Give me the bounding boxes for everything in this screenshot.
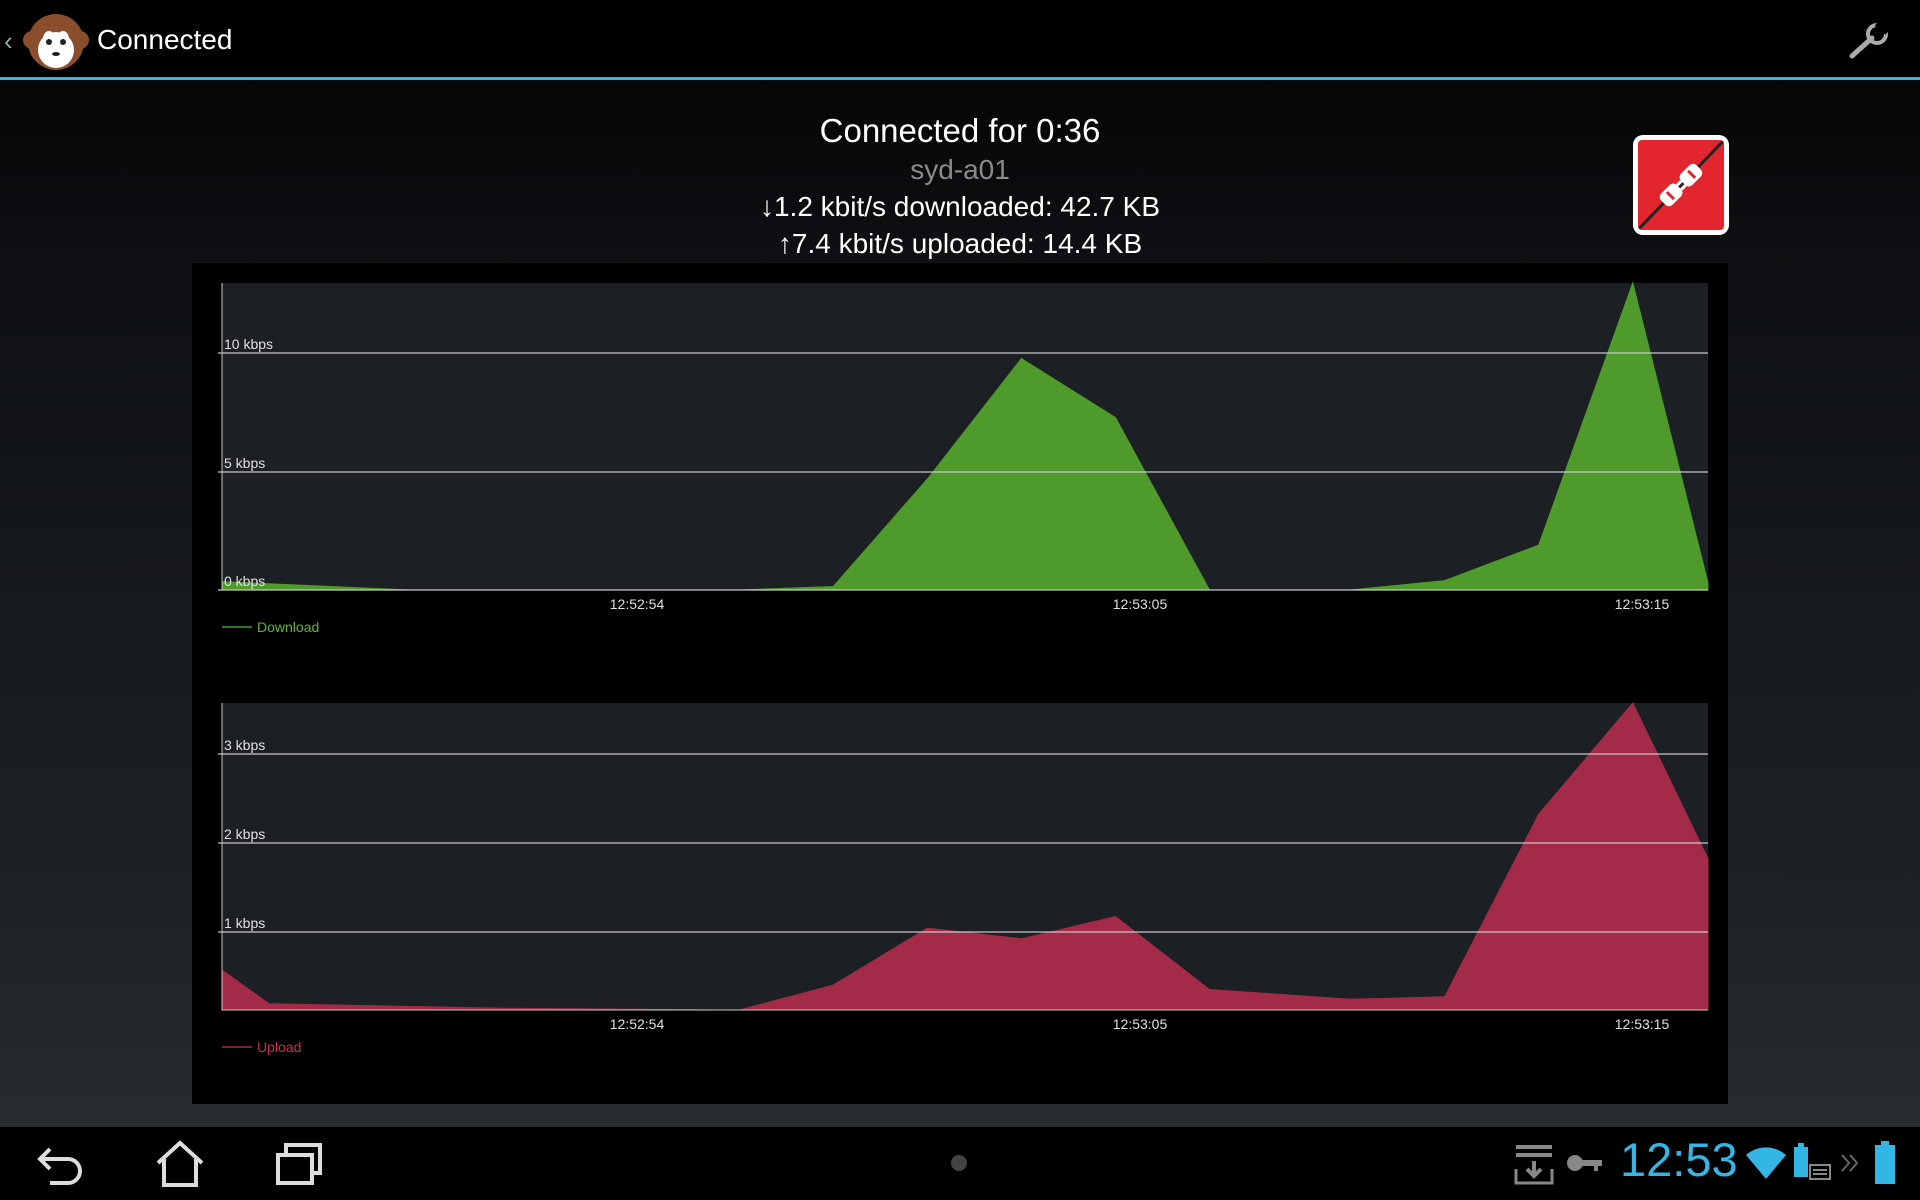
x-tick-label: 12:53:15 — [1615, 1016, 1670, 1032]
y-tick-label: 5 kbps — [224, 455, 265, 471]
unplug-icon — [1638, 140, 1724, 230]
server-name: syd-a01 — [910, 154, 1010, 185]
y-tick-label: 10 kbps — [224, 336, 273, 352]
vpn-key-icon[interactable] — [1566, 1151, 1604, 1175]
chevron-double-right-icon[interactable] — [1840, 1153, 1860, 1173]
x-tick-label: 12:53:05 — [1113, 1016, 1168, 1032]
y-tick-label: 3 kbps — [224, 737, 265, 753]
download-icon[interactable] — [1514, 1143, 1554, 1185]
x-tick-label: 12:53:05 — [1113, 596, 1168, 612]
home-icon[interactable] — [150, 1139, 210, 1189]
chevron-left-icon[interactable]: ‹ — [4, 26, 13, 56]
battery-icon[interactable] — [1874, 1141, 1896, 1185]
disconnect-button[interactable] — [1633, 135, 1729, 235]
wifi-icon[interactable] — [1745, 1145, 1787, 1181]
page-title: Connected — [97, 24, 233, 55]
x-tick-label: 12:52:54 — [610, 1016, 665, 1032]
back-arrow-icon[interactable] — [32, 1139, 92, 1189]
download-stats: ↓1.2 kbit/s downloaded: 42.7 KB — [759, 191, 1161, 222]
home-indicator — [951, 1155, 967, 1171]
connection-status: Connected for 0:36 syd-a01 ↓1.2 kbit/s d… — [0, 110, 1920, 262]
wrench-icon[interactable] — [1846, 22, 1890, 60]
y-tick-label: 0 kbps — [224, 573, 265, 589]
y-tick-label: 1 kbps — [224, 915, 265, 931]
clock[interactable]: 12:53 — [1620, 1133, 1738, 1186]
traffic-charts-panel: 0 kbps 5 kbps 10 kbps 12:52:54 12:53:05 12:53… — [192, 263, 1728, 1104]
legend-label: Upload — [257, 1039, 301, 1055]
connected-duration: Connected for 0:36 — [819, 112, 1101, 149]
upload-stats: ↑7.4 kbit/s uploaded: 14.4 KB — [777, 228, 1143, 259]
x-tick-label: 12:53:15 — [1615, 596, 1670, 612]
y-tick-label: 2 kbps — [224, 826, 265, 842]
traffic-charts: 0 kbps 5 kbps 10 kbps 12:52:54 12:53:05 12:53… — [218, 281, 1709, 1055]
system-nav-bar: 12:53 — [0, 1127, 1920, 1200]
x-tick-label: 12:52:54 — [610, 596, 665, 612]
battery-keyboard-icon[interactable] — [1792, 1143, 1832, 1183]
legend-label: Download — [257, 619, 319, 635]
action-bar: ‹ Connected — [0, 0, 1920, 80]
monkey-logo-icon[interactable] — [22, 10, 90, 74]
series-area-upload — [221, 702, 1709, 1011]
recent-apps-icon[interactable] — [270, 1139, 330, 1189]
